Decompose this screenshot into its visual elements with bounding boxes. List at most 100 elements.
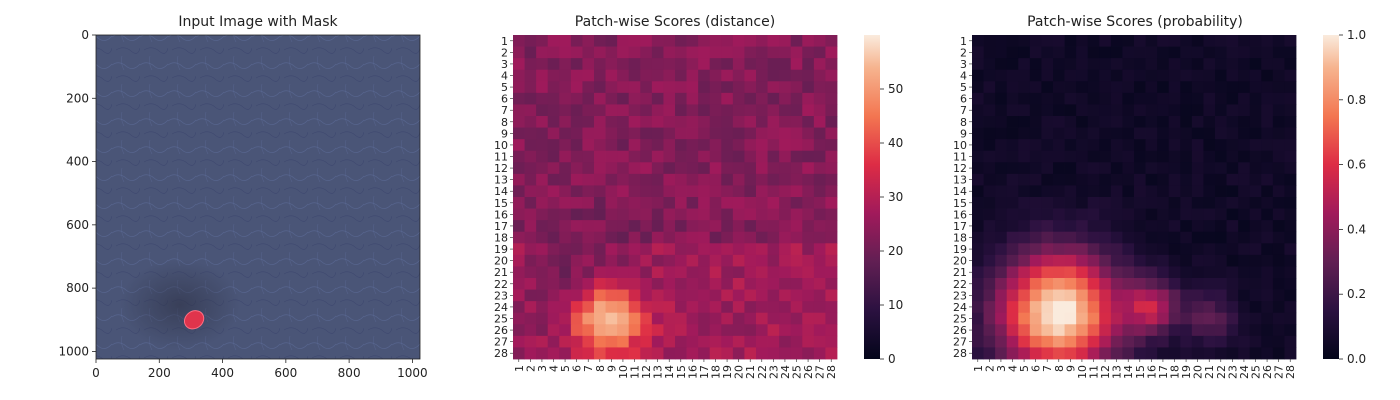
heatmap-cell	[1157, 301, 1170, 314]
heatmap-cell	[1191, 58, 1204, 71]
heatmap-cell	[1053, 324, 1065, 337]
heatmap-cell	[1261, 266, 1274, 279]
heatmap-cell	[1006, 116, 1019, 128]
heatmap-cell	[790, 347, 803, 360]
heatmap-cell	[1238, 35, 1251, 47]
heatmap-cell	[790, 116, 803, 128]
heatmap-cell	[536, 324, 549, 337]
heatmap-cell	[1180, 254, 1193, 267]
heatmap-cell	[1064, 324, 1077, 337]
heatmap-cell	[1006, 312, 1019, 325]
heatmap-cell	[1226, 197, 1239, 209]
heatmap-cell	[1041, 81, 1054, 94]
heatmap-cell	[1053, 58, 1065, 71]
heatmap-cell	[605, 116, 618, 128]
heatmap-cell	[1064, 104, 1077, 117]
heatmap-cell	[1180, 104, 1193, 117]
heatmap-cell	[1238, 278, 1251, 290]
heatmap-cell	[1238, 92, 1251, 105]
heatmap-cell	[628, 92, 641, 105]
heatmap-cell	[1284, 301, 1297, 314]
heatmap-cell	[1226, 185, 1239, 198]
heatmap-cell	[972, 243, 984, 256]
probability-colorbar-ticks: 0.00.20.40.60.81.0	[1339, 28, 1366, 366]
heatmap-cell	[582, 92, 595, 105]
heatmap-cell	[675, 139, 687, 152]
heatmap-cell	[1272, 312, 1285, 325]
heatmap-cell	[1203, 162, 1216, 175]
heatmap-cell	[640, 347, 653, 360]
heatmap-cell	[1249, 312, 1262, 325]
heatmap-cell	[744, 92, 757, 105]
heatmap-cell	[513, 231, 525, 244]
heatmap-cell	[1284, 197, 1297, 209]
heatmap-cell	[686, 185, 699, 198]
heatmap-cell	[698, 92, 711, 105]
heatmap-cell	[972, 312, 984, 325]
heatmap-cell	[1018, 254, 1031, 267]
heatmap-cell	[663, 116, 676, 128]
heatmap-cell	[640, 46, 653, 59]
heatmap-cell	[1272, 162, 1285, 175]
heatmap-cell	[524, 301, 537, 314]
heatmap-cell	[1029, 162, 1042, 175]
heatmap-cell	[1215, 208, 1227, 221]
heatmap-cell	[686, 58, 699, 71]
heatmap-cell	[605, 301, 618, 314]
heatmap-cell	[1249, 220, 1262, 233]
heatmap-cell	[1064, 335, 1077, 348]
heatmap-cell	[1134, 81, 1146, 94]
heatmap-cell	[1226, 162, 1239, 175]
heatmap-cell	[536, 58, 549, 71]
heatmap-cell	[995, 92, 1008, 105]
heatmap-cell	[1191, 347, 1204, 360]
heatmap-x-tick-label: 28	[825, 365, 838, 379]
heatmap-cell	[1145, 220, 1158, 233]
heatmap-cell	[594, 289, 606, 302]
heatmap-cell	[813, 173, 826, 186]
heatmap-cell	[605, 104, 618, 117]
heatmap-cell	[709, 208, 722, 221]
heatmap-cell	[983, 139, 996, 152]
heatmap-cell	[617, 116, 630, 128]
heatmap-cell	[582, 220, 595, 233]
heatmap-cell	[721, 35, 734, 47]
heatmap-cell	[628, 58, 641, 71]
heatmap-cell	[721, 116, 734, 128]
heatmap-cell	[651, 243, 664, 256]
heatmap-cell	[721, 347, 734, 360]
heatmap-cell	[813, 301, 826, 314]
heatmap-cell	[547, 173, 560, 186]
heatmap-cell	[1226, 312, 1239, 325]
heatmap-cell	[1157, 127, 1170, 140]
heatmap-cell	[983, 278, 996, 290]
heatmap-cell	[1134, 127, 1146, 140]
heatmap-cell	[779, 301, 792, 314]
heatmap-cell	[1249, 278, 1262, 290]
heatmap-cell	[1238, 162, 1251, 175]
colorbar-tick-label: 10	[888, 298, 903, 312]
heatmap-x-tick-label: 27	[814, 365, 827, 379]
heatmap-cell	[1087, 173, 1100, 186]
heatmap-y-tick-label: 26	[494, 324, 508, 337]
heatmap-cell	[756, 104, 768, 117]
heatmap-cell	[802, 278, 815, 290]
heatmap-cell	[995, 185, 1008, 198]
heatmap-cell	[790, 220, 803, 233]
heatmap-cell	[1041, 162, 1054, 175]
heatmap-cell	[1018, 301, 1031, 314]
heatmap-cell	[1226, 58, 1239, 71]
heatmap-cell	[1145, 312, 1158, 325]
heatmap-cell	[570, 312, 583, 325]
heatmap-cell	[790, 197, 803, 209]
panel-title-probability: Patch-wise Scores (probability)	[1027, 14, 1243, 30]
heatmap-cell	[825, 81, 838, 94]
heatmap-x-tick-label: 19	[721, 365, 734, 379]
heatmap-cell	[1006, 289, 1019, 302]
heatmap-cell	[628, 289, 641, 302]
heatmap-cell	[617, 104, 630, 117]
heatmap-cell	[732, 150, 745, 163]
heatmap-cell	[1087, 243, 1100, 256]
heatmap-y-tick-label: 20	[494, 255, 508, 268]
heatmap-cell	[1145, 231, 1158, 244]
